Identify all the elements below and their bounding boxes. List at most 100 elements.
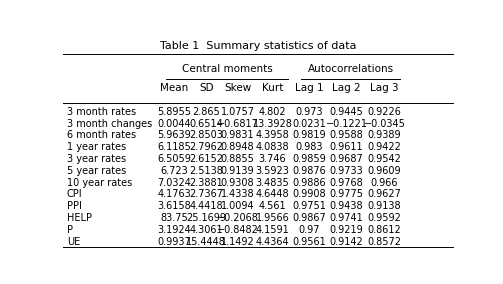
Text: 4.0838: 4.0838 <box>256 142 289 152</box>
Text: 25.1699: 25.1699 <box>186 213 226 223</box>
Text: −0.8482: −0.8482 <box>217 225 259 235</box>
Text: 0.9226: 0.9226 <box>368 107 401 117</box>
Text: 0.8948: 0.8948 <box>221 142 255 152</box>
Text: 0.9611: 0.9611 <box>330 142 364 152</box>
Text: 1.0757: 1.0757 <box>220 107 255 117</box>
Text: 0.9438: 0.9438 <box>330 201 364 211</box>
Text: 3.746: 3.746 <box>259 154 286 164</box>
Text: 3.5923: 3.5923 <box>256 166 290 176</box>
Text: 4.802: 4.802 <box>259 107 286 117</box>
Text: 0.9859: 0.9859 <box>292 154 326 164</box>
Text: 0.9561: 0.9561 <box>292 237 326 247</box>
Text: 0.9876: 0.9876 <box>292 166 326 176</box>
Text: 5.8955: 5.8955 <box>157 107 191 117</box>
Text: −0.0345: −0.0345 <box>364 118 405 129</box>
Text: 7.0324: 7.0324 <box>157 178 191 187</box>
Text: 0.8855: 0.8855 <box>221 154 255 164</box>
Text: 3 year rates: 3 year rates <box>67 154 126 164</box>
Text: 4.561: 4.561 <box>259 201 286 211</box>
Text: 2.5138: 2.5138 <box>190 166 223 176</box>
Text: −0.1221: −0.1221 <box>325 118 368 129</box>
Text: 6.723: 6.723 <box>160 166 188 176</box>
Text: 13.3928: 13.3928 <box>253 118 293 129</box>
Text: 4.6448: 4.6448 <box>256 189 289 199</box>
Text: 15.4448: 15.4448 <box>187 237 226 247</box>
Text: 0.9751: 0.9751 <box>292 201 326 211</box>
Text: 1 year rates: 1 year rates <box>67 142 126 152</box>
Text: 4.1763: 4.1763 <box>157 189 191 199</box>
Text: 0.9886: 0.9886 <box>292 178 326 187</box>
Text: 2.8503: 2.8503 <box>190 130 223 140</box>
Text: 0.9445: 0.9445 <box>330 107 364 117</box>
Text: 0.966: 0.966 <box>371 178 398 187</box>
Text: 83.75: 83.75 <box>160 213 188 223</box>
Text: −0.6817: −0.6817 <box>217 118 259 129</box>
Text: 0.9592: 0.9592 <box>368 213 401 223</box>
Text: 0.983: 0.983 <box>295 142 323 152</box>
Text: Mean: Mean <box>160 83 188 93</box>
Text: 4.3061: 4.3061 <box>190 225 223 235</box>
Text: 6.5059: 6.5059 <box>157 154 191 164</box>
Text: 0.6514: 0.6514 <box>190 118 223 129</box>
Text: Skew: Skew <box>224 83 251 93</box>
Text: Table 1  Summary statistics of data: Table 1 Summary statistics of data <box>159 41 356 51</box>
Text: 0.973: 0.973 <box>295 107 323 117</box>
Text: 0.9733: 0.9733 <box>330 166 364 176</box>
Text: Kurt: Kurt <box>262 83 283 93</box>
Text: 0.9542: 0.9542 <box>368 154 401 164</box>
Text: 2.865: 2.865 <box>193 107 220 117</box>
Text: 0.9308: 0.9308 <box>221 178 255 187</box>
Text: 4.1591: 4.1591 <box>256 225 289 235</box>
Text: 0.9831: 0.9831 <box>221 130 255 140</box>
Text: 3.4835: 3.4835 <box>256 178 289 187</box>
Text: 0.8612: 0.8612 <box>368 225 401 235</box>
Text: P: P <box>67 225 73 235</box>
Text: 0.9867: 0.9867 <box>292 213 326 223</box>
Text: 1.0094: 1.0094 <box>221 201 255 211</box>
Text: 0.9819: 0.9819 <box>292 130 326 140</box>
Text: 1.1492: 1.1492 <box>221 237 255 247</box>
Text: 0.9219: 0.9219 <box>330 225 364 235</box>
Text: 0.9142: 0.9142 <box>330 237 364 247</box>
Text: HELP: HELP <box>67 213 92 223</box>
Text: 2.3881: 2.3881 <box>190 178 223 187</box>
Text: 0.9588: 0.9588 <box>330 130 364 140</box>
Text: 3 month rates: 3 month rates <box>67 107 136 117</box>
Text: 2.7367: 2.7367 <box>189 189 223 199</box>
Text: 3.1924: 3.1924 <box>157 225 191 235</box>
Text: 0.9908: 0.9908 <box>292 189 326 199</box>
Text: −0.2068: −0.2068 <box>217 213 259 223</box>
Text: UE: UE <box>67 237 80 247</box>
Text: Lag 3: Lag 3 <box>370 83 399 93</box>
Text: 0.0231: 0.0231 <box>292 118 326 129</box>
Text: 0.9627: 0.9627 <box>368 189 401 199</box>
Text: 6 month rates: 6 month rates <box>67 130 136 140</box>
Text: 3.6158: 3.6158 <box>157 201 191 211</box>
Text: 2.7962: 2.7962 <box>189 142 223 152</box>
Text: 1.4338: 1.4338 <box>221 189 255 199</box>
Text: 0.9139: 0.9139 <box>221 166 255 176</box>
Text: 0.9775: 0.9775 <box>329 189 364 199</box>
Text: 0.9741: 0.9741 <box>330 213 364 223</box>
Text: 10 year rates: 10 year rates <box>67 178 132 187</box>
Text: SD: SD <box>199 83 214 93</box>
Text: 0.9389: 0.9389 <box>368 130 401 140</box>
Text: 0.9687: 0.9687 <box>330 154 364 164</box>
Text: 0.97: 0.97 <box>298 225 320 235</box>
Text: CPI: CPI <box>67 189 82 199</box>
Text: 5.9639: 5.9639 <box>157 130 191 140</box>
Text: Lag 2: Lag 2 <box>332 83 361 93</box>
Text: Lag 1: Lag 1 <box>295 83 323 93</box>
Text: 2.6152: 2.6152 <box>189 154 223 164</box>
Text: 0.9937: 0.9937 <box>157 237 191 247</box>
Text: 1.9566: 1.9566 <box>256 213 289 223</box>
Text: Autocorrelations: Autocorrelations <box>308 64 394 74</box>
Text: 0.8572: 0.8572 <box>368 237 401 247</box>
Text: PPI: PPI <box>67 201 81 211</box>
Text: 4.4418: 4.4418 <box>190 201 223 211</box>
Text: 0.9768: 0.9768 <box>330 178 364 187</box>
Text: 3 month changes: 3 month changes <box>67 118 152 129</box>
Text: 4.4364: 4.4364 <box>256 237 289 247</box>
Text: Central moments: Central moments <box>182 64 273 74</box>
Text: 6.1185: 6.1185 <box>157 142 191 152</box>
